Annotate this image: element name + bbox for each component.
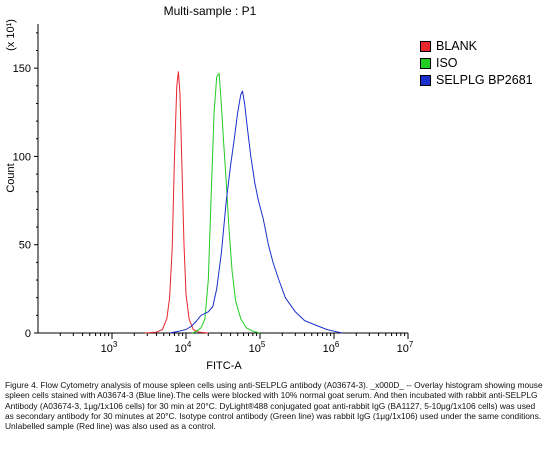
legend-swatch-selplg — [420, 74, 431, 86]
plot-area — [37, 24, 408, 334]
y-tick-label: 0 — [25, 328, 31, 340]
x-tick-label: 106 — [323, 340, 340, 355]
y-axis-label: Count — [5, 163, 17, 192]
x-tick-label: 103 — [101, 340, 118, 355]
series-line-blank — [145, 71, 209, 334]
legend-item-iso: ISO — [420, 55, 544, 71]
x-tick-label: 107 — [397, 340, 414, 355]
x-axis-label: FITC-A — [206, 360, 242, 372]
series-line-selplg-bp2681 — [169, 90, 343, 334]
series-layer — [145, 71, 343, 334]
figure-caption: Figure 4. Flow Cytometry analysis of mou… — [5, 380, 543, 432]
y-multiplier-label: (x 10¹) — [5, 19, 17, 51]
flow-cytometry-chart: Multi-sample : P1 0 50 100 150 103 104 105 106… — [5, 4, 414, 372]
legend-swatch-blank — [420, 40, 431, 52]
y-axis-ticks: 0 50 100 150 — [13, 32, 38, 340]
x-tick-label: 105 — [249, 340, 266, 355]
legend-item-selplg: SELPLG BP2681 — [420, 72, 544, 88]
legend-label-selplg: SELPLG BP2681 — [436, 73, 533, 87]
y-tick-label: 100 — [13, 151, 31, 163]
chart-title: Multi-sample : P1 — [164, 4, 257, 18]
legend-item-blank: BLANK — [420, 38, 544, 54]
x-tick-label: 104 — [175, 340, 192, 355]
legend-label-iso: ISO — [436, 56, 458, 70]
legend-swatch-iso — [420, 57, 431, 69]
x-axis-ticks: 103 104 105 106 107 — [59, 333, 414, 355]
y-tick-label: 50 — [19, 240, 31, 252]
y-tick-label: 150 — [13, 63, 31, 75]
series-line-iso — [191, 72, 261, 334]
legend-label-blank: BLANK — [436, 39, 477, 53]
legend: BLANK ISO SELPLG BP2681 — [420, 38, 544, 89]
